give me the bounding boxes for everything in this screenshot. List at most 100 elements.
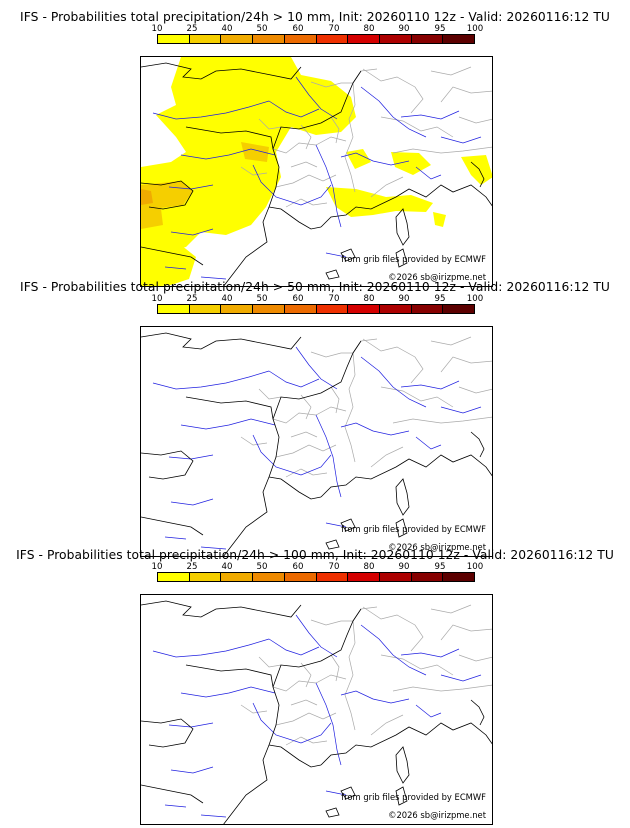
coastline [272,608,362,688]
colorbar-tick-label: 90 [398,24,410,34]
coastline [395,786,408,806]
colorbar-tick-label: 100 [466,562,484,572]
river [164,804,187,808]
colorbar-segment [379,35,412,43]
river [400,380,460,390]
admin-border [380,116,454,138]
colorbar-ticks: 10 25 40 50 60 70 80 90 95 100 [152,24,484,34]
colorbar-ticks: 10 25 40 50 60 70 80 90 95 100 [152,562,484,572]
admin-border [392,684,492,692]
admin-border [330,386,340,414]
colorbar-tick-label: 60 [292,562,304,572]
admin-border [362,68,424,114]
colorbar-segment [253,573,285,581]
map-panel-1: IFS - Probabilities total precipitation/… [0,10,630,287]
coastline [395,248,408,268]
credit-source: from grib files provided by ECMWF [341,792,486,802]
coastline [141,450,194,480]
map-svg [141,57,492,286]
admin-border [440,356,492,373]
river [200,276,227,280]
river [315,682,342,766]
colorbar-segment [221,35,254,43]
river [164,536,187,540]
coastline [320,454,492,498]
colorbar-segment [284,305,317,313]
precip-area-40pct [141,189,153,205]
credit-copyright: ©2026 sb@irizpme.net [388,810,486,820]
precip-area-25pct [141,207,163,229]
colorbar-segment [158,305,190,313]
admin-border [240,704,268,714]
map-france-100mm: from grib files provided by ECMWF ©2026 … [140,594,493,825]
credit-source: from grib files provided by ECMWF [341,254,486,264]
admin-border [440,624,492,641]
coastline [141,516,204,536]
colorbar-segment [221,573,254,581]
colorbar-tick-label: 25 [186,24,198,34]
colorbar-segment [443,305,475,313]
admin-border [430,604,472,614]
admin-border [300,124,312,150]
river [268,370,320,388]
colorbar-tick-label: 50 [256,294,268,304]
colorbar-tick-label: 95 [434,294,446,304]
river [295,346,338,390]
admin-border [344,352,356,463]
admin-border [240,436,268,446]
river [400,110,460,120]
colorbar-tick-label: 25 [186,562,198,572]
coastline [141,784,204,804]
colorbar-tick-label: 70 [328,24,340,34]
river [200,546,227,550]
admin-border [362,606,424,652]
river [170,766,214,774]
river [152,370,270,390]
colorbar-tick-label: 80 [363,294,375,304]
colorbar-segment [221,305,254,313]
colorbar-segment [348,305,380,313]
coastline [325,539,340,550]
colorbar-tick-label: 60 [292,24,304,34]
map-france-10mm: from grib files provided by ECMWF ©2026 … [140,56,493,287]
coastline [340,518,356,532]
river [252,702,332,744]
colorbar-segment [189,35,222,43]
coastline [141,62,302,80]
river [200,814,227,818]
colorbar-segment [348,35,380,43]
precip-area-25pct [241,142,269,162]
river [168,722,214,728]
coastline [325,807,340,818]
colorbar-segment [158,35,190,43]
coastline [268,744,322,768]
admin-border [258,656,282,668]
coastline [395,208,410,246]
coastline [470,431,485,458]
admin-border [258,118,282,130]
river [152,638,270,658]
colorbar-segment [411,573,444,581]
colorbar-tick-label: 70 [328,294,340,304]
coastline [272,340,362,420]
coastline [395,518,408,538]
panel-title: IFS - Probabilities total precipitation/… [16,548,614,562]
coastline [141,246,204,266]
admin-border [392,416,492,424]
admin-border [310,351,353,358]
admin-border [458,116,492,124]
river [295,614,338,658]
colorbar-segment [379,305,412,313]
admin-border [290,699,318,706]
admin-border [275,444,337,458]
admin-border [285,198,328,208]
river [180,418,276,430]
admin-border [370,176,404,198]
river [295,76,338,120]
colorbar [157,304,475,314]
colorbar-tick-label: 10 [151,24,163,34]
admin-border [310,81,353,88]
precip-area-10pct [326,187,433,217]
river [315,144,342,228]
panel-title: IFS - Probabilities total precipitation/… [20,10,610,24]
